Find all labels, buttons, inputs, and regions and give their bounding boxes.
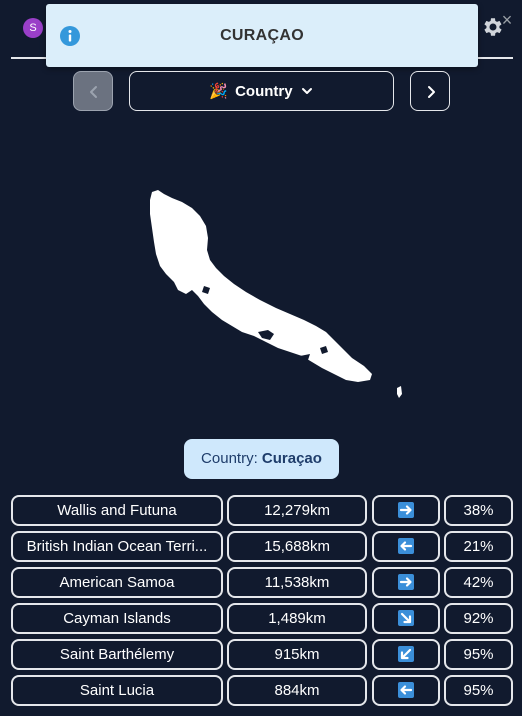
guess-proximity: 95% — [444, 639, 513, 670]
chevron-right-icon — [428, 86, 435, 98]
toast-title: CURAÇAO — [220, 27, 304, 44]
chevron-down-icon — [301, 88, 312, 94]
guess-direction — [372, 639, 440, 670]
notification-toast: CURAÇAO × — [46, 4, 512, 67]
guess-row: Wallis and Futuna 12,279km 38% — [11, 495, 513, 526]
guess-proximity: 42% — [444, 567, 513, 598]
country-silhouette — [150, 190, 402, 398]
guess-row: Cayman Islands 1,489km 92% — [11, 603, 513, 634]
mode-dropdown[interactable]: 🎉 Country — [129, 71, 394, 111]
arrow-left-icon — [398, 682, 414, 698]
guess-country: Saint Barthélemy — [11, 639, 223, 670]
guess-list: Wallis and Futuna 12,279km 38% British Indi… — [11, 495, 513, 711]
chevron-left-icon — [90, 86, 97, 98]
party-icon: 🎉 — [209, 83, 229, 100]
arrow-down-right-icon — [398, 610, 414, 626]
guess-country: British Indian Ocean Terri... — [11, 531, 223, 562]
guess-row: Saint Barthélemy 915km 95% — [11, 639, 513, 670]
info-icon — [60, 26, 80, 46]
guess-country: Cayman Islands — [11, 603, 223, 634]
answer-prefix: Country: — [201, 450, 262, 467]
avatar[interactable]: S — [23, 18, 43, 38]
arrow-left-icon — [398, 538, 414, 554]
guess-direction — [372, 675, 440, 706]
guess-row: Saint Lucia 884km 95% — [11, 675, 513, 706]
guess-row: American Samoa 11,538km 42% — [11, 567, 513, 598]
guess-distance: 1,489km — [227, 603, 367, 634]
guess-direction — [372, 495, 440, 526]
guess-proximity: 21% — [444, 531, 513, 562]
guess-distance: 12,279km — [227, 495, 367, 526]
guess-distance: 884km — [227, 675, 367, 706]
next-button[interactable] — [410, 71, 450, 111]
previous-button[interactable] — [73, 71, 113, 111]
guess-distance: 915km — [227, 639, 367, 670]
guess-proximity: 95% — [444, 675, 513, 706]
guess-direction — [372, 567, 440, 598]
mode-label: Country — [235, 82, 293, 100]
arrow-down-left-icon — [398, 646, 414, 662]
guess-direction — [372, 603, 440, 634]
guess-direction — [372, 531, 440, 562]
guess-country: Wallis and Futuna — [11, 495, 223, 526]
guess-proximity: 38% — [444, 495, 513, 526]
arrow-right-icon — [398, 574, 414, 590]
answer-badge: Country: Curaçao — [184, 439, 339, 479]
answer-country: Curaçao — [261, 450, 322, 467]
gear-icon[interactable] — [481, 15, 505, 39]
close-icon[interactable]: × — [501, 10, 513, 30]
guess-country: American Samoa — [11, 567, 223, 598]
guess-distance: 11,538km — [227, 567, 367, 598]
arrow-right-icon — [398, 502, 414, 518]
guess-row: British Indian Ocean Terri... 15,688km 21% — [11, 531, 513, 562]
guess-country: Saint Lucia — [11, 675, 223, 706]
guess-proximity: 92% — [444, 603, 513, 634]
guess-distance: 15,688km — [227, 531, 367, 562]
